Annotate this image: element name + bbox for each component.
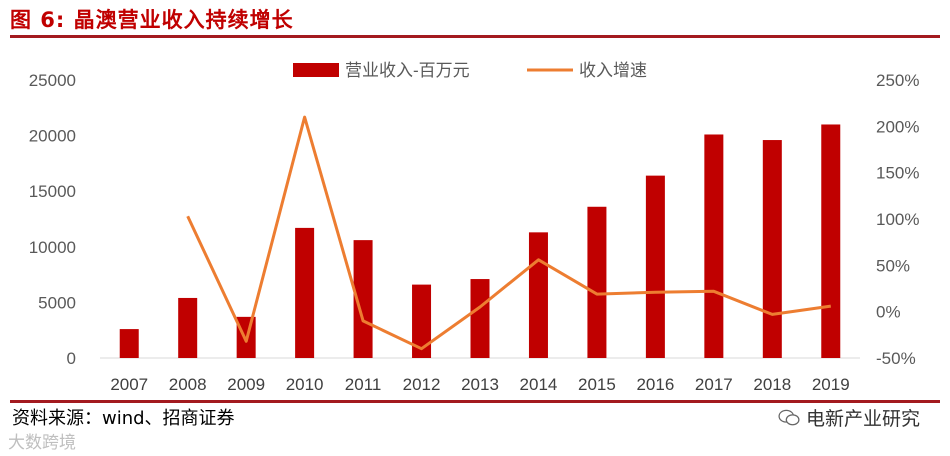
y-right-tick-label: 200% — [876, 117, 919, 136]
bar-revenue — [704, 134, 724, 358]
legend-label-line: 收入增速 — [579, 61, 647, 80]
y-right-tick-label: 150% — [876, 164, 919, 183]
x-tick-label: 2008 — [169, 375, 207, 394]
watermark-right: 电新产业研究 — [778, 404, 920, 431]
line-growth — [186, 115, 832, 351]
bar-revenue — [587, 206, 607, 358]
y-left-tick-label: 15000 — [29, 182, 76, 201]
watermark-left: 大数跨境 — [8, 433, 76, 453]
y-left-tick-label: 20000 — [29, 127, 76, 146]
x-tick-label: 2017 — [695, 375, 733, 394]
y-left-tick-label: 25000 — [29, 71, 76, 90]
y-left-tick-label: 0 — [67, 349, 76, 368]
y-right-tick-label: 50% — [876, 256, 910, 275]
bar-revenue — [412, 284, 432, 358]
bar-revenue — [645, 175, 665, 358]
x-tick-label: 2015 — [578, 375, 616, 394]
x-tick-label: 2011 — [345, 375, 382, 394]
x-tick-label: 2010 — [286, 375, 324, 394]
y-right-tick-label: 0% — [876, 303, 901, 322]
x-tick-label: 2013 — [461, 375, 499, 394]
plot-area: 0 5000 10000 15000 20000 25000 -50% 0% 50% 100% 15… — [29, 71, 920, 394]
wechat-icon — [778, 409, 800, 425]
y-right-tick-label: 250% — [876, 71, 919, 90]
x-tick-label: 2009 — [227, 375, 265, 394]
title-rule — [10, 35, 940, 38]
x-tick-label: 2012 — [403, 375, 441, 394]
combo-chart: 营业收入-百万元 收入增速 0 5000 10000 15000 20000 25000 -… — [29, 61, 920, 394]
legend-label-bar: 营业收入-百万元 — [345, 61, 470, 80]
y-right-tick-label: -50% — [876, 349, 916, 368]
bar-revenue — [295, 227, 315, 358]
bar-revenue — [470, 279, 490, 358]
y-left-tick-label: 10000 — [29, 238, 76, 257]
bar-revenue — [119, 329, 139, 358]
source-note: 资料来源：wind、招商证券 — [12, 408, 235, 429]
x-tick-label: 2007 — [110, 375, 148, 394]
bar-revenue — [353, 240, 373, 358]
footer-rule — [10, 400, 940, 403]
x-tick-label: 2019 — [812, 375, 850, 394]
bar-revenue — [178, 297, 198, 358]
bar-revenue — [762, 140, 782, 358]
bar-revenue — [821, 124, 841, 358]
y-left-tick-label: 5000 — [38, 293, 76, 312]
x-tick-label: 2016 — [636, 375, 674, 394]
chart-title: 图 6: 晶澳营业收入持续增长 — [10, 8, 294, 32]
legend-swatch-bar — [293, 63, 339, 77]
legend: 营业收入-百万元 收入增速 — [293, 61, 647, 80]
bar-revenue — [528, 232, 548, 358]
x-tick-label: 2018 — [753, 375, 791, 394]
x-tick-label: 2014 — [520, 375, 558, 394]
watermark-right-label: 电新产业研究 — [805, 408, 920, 430]
y-right-tick-label: 100% — [876, 210, 919, 229]
